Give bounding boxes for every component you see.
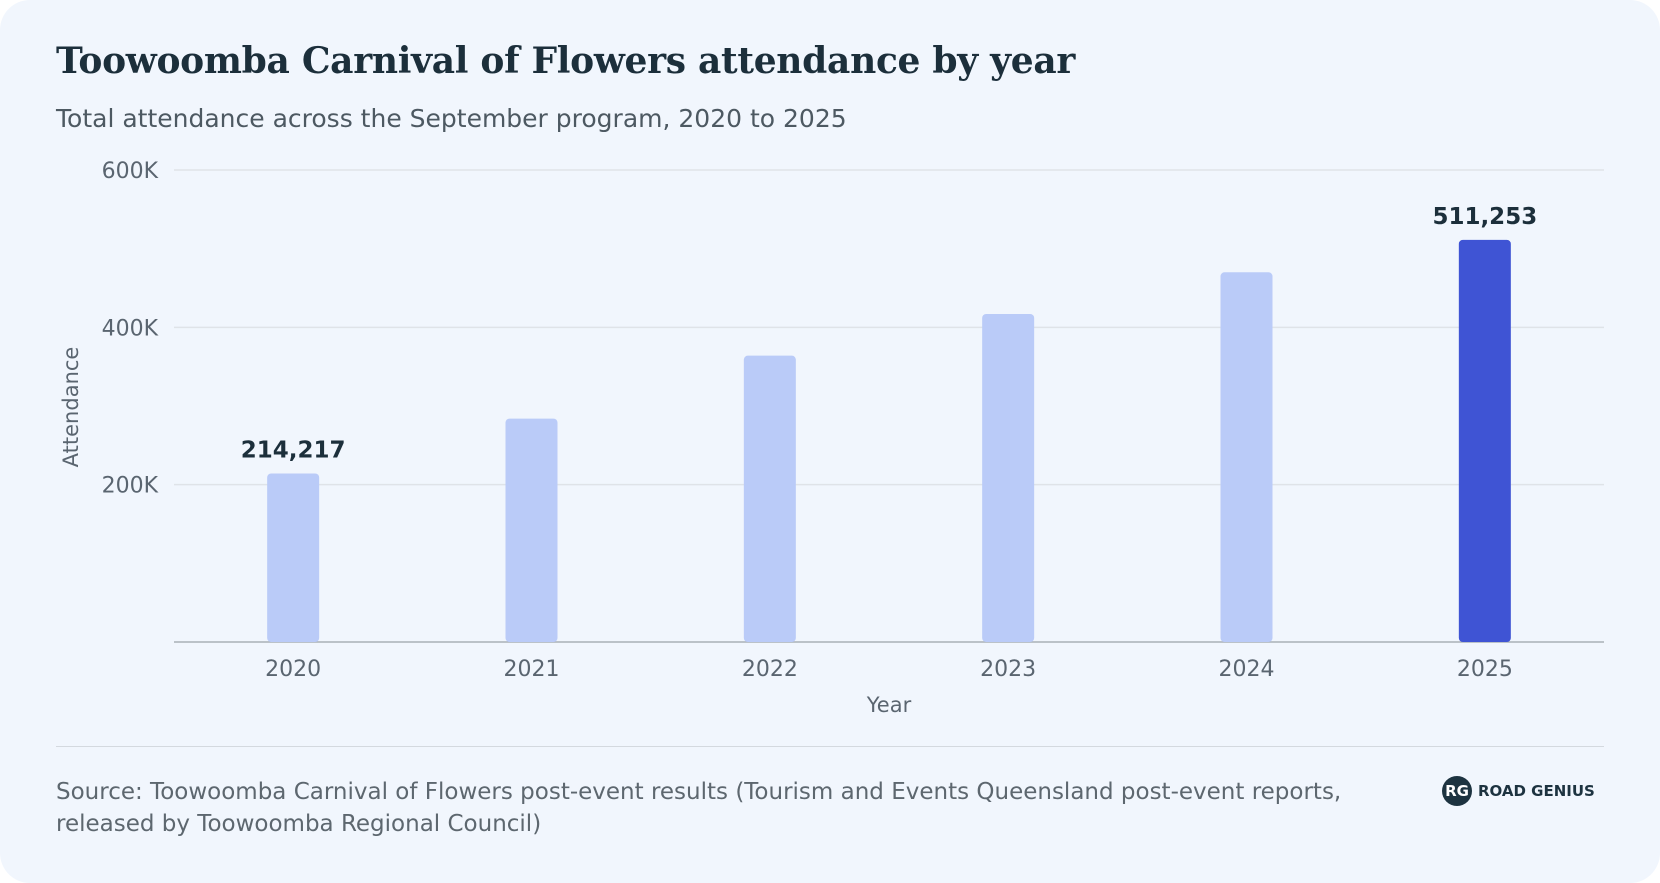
data-label-2020: 214,217 <box>241 437 346 463</box>
x-tick-label: 2023 <box>980 657 1036 682</box>
chart-title: Toowoomba Carnival of Flowers attendance… <box>56 40 1076 82</box>
chart-subtitle: Total attendance across the September pr… <box>56 104 847 133</box>
footer-divider <box>56 746 1604 747</box>
bar-2023 <box>982 313 1035 642</box>
x-axis-title: Year <box>866 693 912 717</box>
road-genius-logo-icon: RG <box>1442 776 1472 806</box>
y-tick-label: 600K <box>102 159 159 184</box>
x-tick-label: 2024 <box>1219 657 1275 682</box>
x-tick-label: 2025 <box>1457 657 1513 682</box>
x-tick-label: 2022 <box>742 657 798 682</box>
bar-2024 <box>1220 272 1273 642</box>
bar-2025 <box>1458 239 1511 642</box>
x-tick-label: 2020 <box>265 657 321 682</box>
brand-name: ROAD GENIUS <box>1478 782 1595 800</box>
bar-2021 <box>505 418 558 642</box>
brand: RG ROAD GENIUS <box>1442 776 1595 806</box>
data-label-2025: 511,253 <box>1432 204 1537 230</box>
y-tick-label: 200K <box>102 474 159 499</box>
x-tick-label: 2021 <box>504 657 560 682</box>
y-tick-label: 400K <box>102 316 159 341</box>
source-note: Source: Toowoomba Carnival of Flowers po… <box>56 779 1342 837</box>
y-axis-title: Attendance <box>59 347 83 468</box>
bar-2022 <box>743 355 796 642</box>
bar-chart: 200K 400K 600K 2020 214,217 2021 2022 2023 2024 2… <box>59 159 1604 717</box>
bar-2020 <box>267 473 320 642</box>
